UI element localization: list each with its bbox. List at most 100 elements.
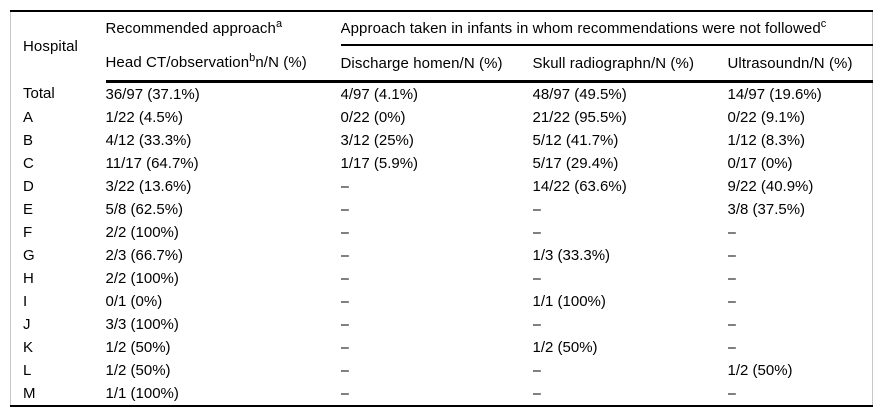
- table-row: F 2/2 (100%) – – –: [11, 221, 873, 244]
- cell-discharge-home: 1/17 (5.9%): [340, 155, 419, 172]
- cell-skull-radiograph: 5/17 (29.4%): [532, 155, 619, 172]
- cell-hospital: A: [23, 109, 34, 126]
- cell-discharge-home: –: [340, 339, 349, 356]
- cell-discharge-home: –: [340, 201, 349, 218]
- cell-skull-radiograph: 1/2 (50%): [532, 339, 598, 356]
- cell-skull-radiograph: 48/97 (49.5%): [532, 86, 627, 103]
- cell-skull-radiograph: –: [532, 201, 541, 218]
- cell-head-ct: 4/12 (33.3%): [105, 132, 192, 149]
- cell-head-ct: 1/2 (50%): [105, 362, 171, 379]
- cell-ultrasound: –: [727, 316, 736, 333]
- header-row-groups: Hospital Recommended approacha Approach …: [11, 11, 873, 55]
- header-not-followed-label: Approach taken in infants in whom recomm…: [340, 19, 821, 37]
- header-row-columns: Head CT/observationbn/N (%) Discharge ho…: [11, 45, 873, 83]
- header-head-ct-suffix: n/N (%): [255, 54, 307, 71]
- cell-head-ct: 3/3 (100%): [105, 316, 179, 333]
- cell-hospital: M: [23, 385, 36, 402]
- header-discharge-home: Discharge homen/N (%): [340, 45, 533, 83]
- table-header: Hospital Recommended approacha Approach …: [11, 11, 873, 83]
- cell-ultrasound: 0/22 (9.1%): [727, 109, 806, 126]
- cell-skull-radiograph: 5/12 (41.7%): [532, 132, 619, 149]
- table-row: E 5/8 (62.5%) – – 3/8 (37.5%): [11, 198, 873, 221]
- cell-discharge-home: –: [340, 247, 349, 264]
- cell-skull-radiograph: –: [532, 362, 541, 379]
- table-row: Total 36/97 (37.1%) 4/97 (4.1%) 48/97 (4…: [11, 82, 873, 107]
- table-row: G 2/3 (66.7%) – 1/3 (33.3%) –: [11, 244, 873, 267]
- hospital-approach-table: Hospital Recommended approacha Approach …: [10, 10, 874, 407]
- cell-discharge-home: –: [340, 316, 349, 333]
- table-row: H 2/2 (100%) – – –: [11, 267, 873, 290]
- header-hospital-label: Hospital: [23, 37, 78, 55]
- header-ultrasound: Ultrasoundn/N (%): [727, 45, 873, 83]
- table-row: I 0/1 (0%) – 1/1 (100%) –: [11, 290, 873, 313]
- cell-hospital: D: [23, 178, 34, 195]
- footnote-b: b: [249, 52, 256, 64]
- cell-head-ct: 11/17 (64.7%): [105, 155, 199, 172]
- cell-ultrasound: 1/12 (8.3%): [727, 132, 806, 149]
- header-recommended-approach-label: Recommended approach: [105, 20, 276, 37]
- header-head-ct-label: Head CT/observation: [105, 54, 250, 71]
- cell-ultrasound: 14/97 (19.6%): [727, 86, 822, 103]
- cell-ultrasound: –: [727, 247, 736, 264]
- cell-ultrasound: 0/17 (0%): [727, 155, 793, 172]
- cell-ultrasound: 1/2 (50%): [727, 362, 793, 379]
- header-recommended-approach: Recommended approacha: [106, 11, 341, 45]
- table-row: A 1/22 (4.5%) 0/22 (0%) 21/22 (95.5%) 0/…: [11, 106, 873, 129]
- cell-hospital: I: [23, 293, 28, 310]
- table-row: J 3/3 (100%) – – –: [11, 313, 873, 336]
- header-skull-radiograph: Skull radiographn/N (%): [532, 45, 728, 83]
- cell-discharge-home: –: [340, 385, 349, 402]
- cell-hospital: C: [23, 155, 34, 172]
- footnote-a: a: [275, 18, 283, 30]
- cell-ultrasound: –: [727, 293, 736, 310]
- cell-skull-radiograph: –: [532, 224, 541, 241]
- cell-head-ct: 5/8 (62.5%): [105, 201, 184, 218]
- cell-hospital: G: [23, 247, 35, 264]
- cell-ultrasound: –: [727, 385, 736, 402]
- table-row: D 3/22 (13.6%) – 14/22 (63.6%) 9/22 (40.…: [11, 175, 873, 198]
- cell-hospital: B: [23, 132, 34, 149]
- table-row: C 11/17 (64.7%) 1/17 (5.9%) 5/17 (29.4%)…: [11, 152, 873, 175]
- cell-ultrasound: –: [727, 224, 736, 241]
- table-body: Total 36/97 (37.1%) 4/97 (4.1%) 48/97 (4…: [11, 82, 873, 407]
- header-head-ct: Head CT/observationbn/N (%): [105, 45, 341, 83]
- cell-head-ct: 2/2 (100%): [105, 270, 179, 287]
- table-row: L 1/2 (50%) – – 1/2 (50%): [11, 359, 873, 382]
- cell-hospital: Total: [23, 85, 55, 103]
- cell-hospital: L: [23, 362, 32, 379]
- cell-head-ct: 1/1 (100%): [105, 385, 179, 402]
- cell-hospital: E: [23, 201, 34, 218]
- cell-skull-radiograph: –: [532, 385, 541, 402]
- cell-skull-radiograph: –: [532, 270, 541, 287]
- cell-ultrasound: 3/8 (37.5%): [727, 201, 806, 218]
- cell-discharge-home: –: [340, 293, 349, 310]
- cell-hospital: H: [23, 270, 34, 287]
- table-row: K 1/2 (50%) – 1/2 (50%) –: [11, 336, 873, 359]
- cell-skull-radiograph: –: [532, 316, 541, 333]
- cell-hospital: J: [23, 316, 31, 333]
- cell-head-ct: 0/1 (0%): [105, 293, 163, 310]
- header-not-followed-group: Approach taken in infants in whom recomm…: [340, 11, 873, 46]
- cell-skull-radiograph: 1/1 (100%): [532, 293, 606, 310]
- cell-discharge-home: 0/22 (0%): [340, 109, 406, 126]
- header-hospital: Hospital: [11, 11, 106, 82]
- cell-discharge-home: 4/97 (4.1%): [340, 86, 419, 103]
- cell-head-ct: 1/22 (4.5%): [105, 109, 184, 126]
- table-row: M 1/1 (100%) – – –: [11, 382, 873, 406]
- cell-discharge-home: –: [340, 270, 349, 287]
- cell-head-ct: 36/97 (37.1%): [105, 86, 200, 103]
- cell-head-ct: 3/22 (13.6%): [105, 178, 192, 195]
- cell-ultrasound: –: [727, 339, 736, 356]
- cell-ultrasound: 9/22 (40.9%): [727, 178, 814, 195]
- cell-head-ct: 2/2 (100%): [105, 224, 179, 241]
- cell-head-ct: 1/2 (50%): [105, 339, 171, 356]
- table-row: B 4/12 (33.3%) 3/12 (25%) 5/12 (41.7%) 1…: [11, 129, 873, 152]
- cell-skull-radiograph: 1/3 (33.3%): [532, 247, 611, 264]
- cell-discharge-home: 3/12 (25%): [340, 132, 414, 149]
- cell-discharge-home: –: [340, 362, 349, 379]
- cell-hospital: F: [23, 224, 33, 241]
- cell-hospital: K: [23, 339, 34, 356]
- footnote-c: c: [820, 17, 827, 30]
- cell-ultrasound: –: [727, 270, 736, 287]
